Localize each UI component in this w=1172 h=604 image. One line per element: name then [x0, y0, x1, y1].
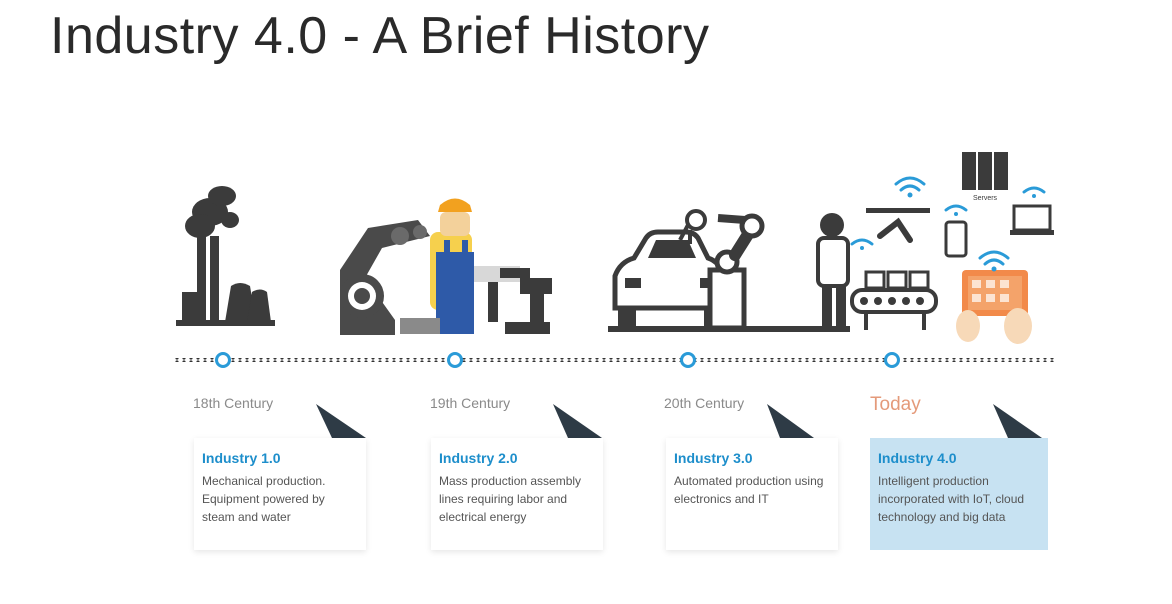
timeline-marker-2	[447, 352, 463, 368]
era-label-2: 19th Century	[430, 395, 511, 411]
timeline-marker-3	[680, 352, 696, 368]
factory-icon	[176, 186, 275, 326]
servers-label: Servers	[973, 195, 998, 202]
slide-title: Industry 4.0 - A Brief History	[50, 7, 710, 65]
era-label-today: Today	[870, 394, 921, 415]
stage-card-industry-3: Industry 3.0 Automated production using …	[666, 438, 838, 550]
pointer-4	[993, 404, 1042, 438]
stage-card-industry-2: Industry 2.0 Mass production assembly li…	[431, 438, 603, 550]
timeline-marker-4	[884, 352, 900, 368]
stage-description: Mass production assembly lines requiring…	[439, 474, 582, 524]
era-label-1: 18th Century	[193, 395, 274, 411]
stage-card-industry-4: Industry 4.0 Intelligent production inco…	[870, 438, 1048, 550]
timeline-markers	[215, 352, 900, 368]
stage-title: Industry 4.0	[878, 450, 957, 466]
pointer-1	[316, 404, 366, 438]
timeline-line	[172, 358, 1054, 362]
pointer-2	[553, 404, 602, 438]
stage-title: Industry 2.0	[439, 450, 518, 466]
card-pointers	[316, 404, 1042, 438]
stage-title: Industry 3.0	[674, 450, 753, 466]
smart-factory-iot-icon	[816, 152, 1054, 344]
mechanical-press-worker-icon	[340, 198, 552, 335]
timeline-marker-1	[215, 352, 231, 368]
stage-description: Intelligent production incorporated with…	[878, 474, 1025, 524]
car-assembly-robot-icon	[608, 209, 850, 332]
stage-card-industry-1: Industry 1.0 Mechanical production. Equi…	[194, 438, 366, 550]
stage-description: Automated production using electronics a…	[674, 474, 824, 506]
pointer-3	[767, 404, 814, 438]
era-label-3: 20th Century	[664, 395, 745, 411]
stage-description: Mechanical production. Equipment powered…	[202, 474, 326, 524]
stage-title: Industry 1.0	[202, 450, 281, 466]
